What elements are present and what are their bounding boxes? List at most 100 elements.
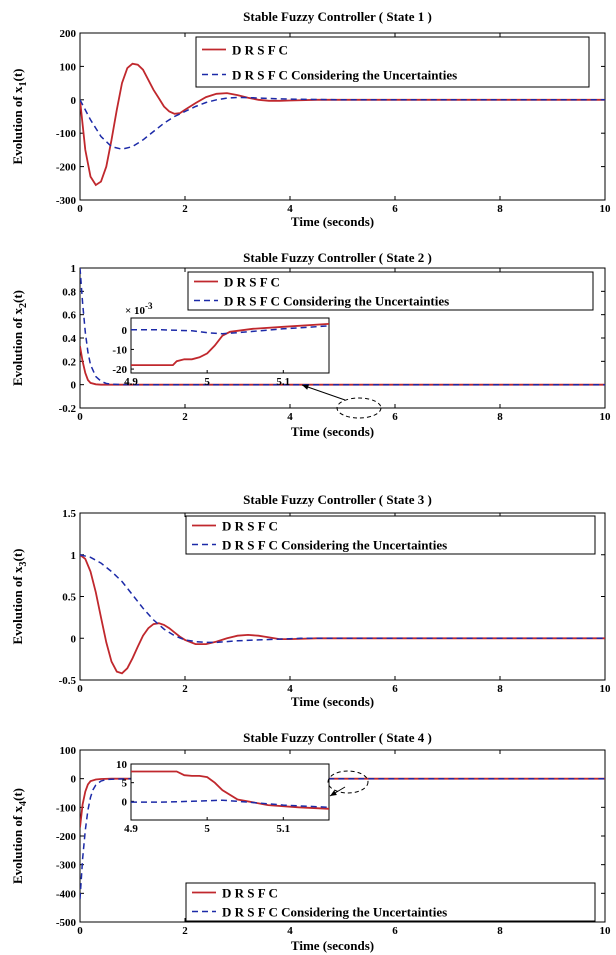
x-tick-label: 4 (287, 203, 293, 215)
y-tick-label: 0.2 (62, 356, 76, 368)
legend-box (187, 271, 594, 311)
y-tick-label: 200 (60, 28, 77, 40)
legend-label-1: D R S F C (224, 275, 280, 290)
y-tick-label: -100 (56, 802, 77, 814)
y-axis-label-main: Evolution of x (10, 805, 25, 884)
inset-series-line-2 (131, 799, 329, 809)
series-line-1 (80, 554, 605, 675)
chart-title: Stable Fuzzy Controller ( State 3 ) (243, 492, 432, 507)
y-axis-label: Evolution of x2(t) (10, 290, 29, 386)
x-tick-label: 2 (182, 925, 188, 937)
legend-label-1: D R S F C (222, 886, 278, 901)
x-axis-label: Time (seconds) (291, 214, 374, 229)
inset-x-tick-label: 5.1 (276, 376, 290, 388)
x-tick-label: 8 (497, 203, 503, 215)
inset-x-tick-label: 5.1 (276, 823, 290, 835)
zoom-callout-ellipse (327, 770, 369, 794)
y-tick-label: 0 (71, 95, 77, 107)
y-tick-label: 0.6 (62, 310, 76, 322)
y-axis-label-suffix: (t) (10, 68, 25, 81)
y-axis-label: Evolution of x3(t) (10, 548, 29, 644)
inset-y-tick-label: -20 (112, 364, 127, 376)
x-tick-label: 6 (392, 925, 398, 937)
legend-label-2: D R S F C Considering the Uncertainties (224, 294, 449, 309)
x-axis-label: Time (seconds) (291, 424, 374, 439)
y-tick-label: -200 (56, 162, 77, 174)
y-tick-label: 0 (71, 633, 77, 645)
zoom-callout-arrow (301, 384, 346, 401)
y-tick-label: -200 (56, 831, 77, 843)
x-tick-label: 0 (77, 203, 83, 215)
chart-title: Stable Fuzzy Controller ( State 1 ) (243, 9, 432, 24)
inset-x-tick-label: 5 (204, 823, 210, 835)
x-tick-label: 2 (182, 683, 188, 695)
zoom-callout-ellipse (336, 397, 382, 419)
x-tick-label: 10 (600, 203, 612, 215)
x-tick-label: 4 (287, 925, 293, 937)
inset-y-tick-label: -10 (112, 344, 127, 356)
y-tick-label: 100 (60, 745, 77, 757)
inset-exponent-power: -3 (145, 301, 153, 311)
y-tick-label: 1 (71, 550, 77, 562)
plot-frame (79, 32, 606, 201)
y-axis-label-suffix: (t) (10, 548, 25, 561)
y-axis-label: Evolution of x4(t) (10, 788, 29, 884)
series-line-2 (80, 96, 605, 150)
series-line-2 (80, 554, 605, 644)
y-tick-label: -400 (56, 888, 77, 900)
x-tick-label: 8 (497, 925, 503, 937)
legend-box (195, 36, 590, 88)
chart-title: Stable Fuzzy Controller ( State 4 ) (243, 730, 432, 745)
legend-box (185, 515, 596, 555)
x-axis-label: Time (seconds) (291, 694, 374, 709)
legend-label-2: D R S F C Considering the Uncertainties (232, 68, 457, 83)
y-axis-label-suffix: (t) (10, 788, 25, 801)
chart-panel-1: 0 2 4 6 8 10 -300 -200 -100 0 100 200 Stable Fuzzy C… (10, 9, 611, 229)
inset-x-tick-label: 5 (204, 376, 210, 388)
x-tick-label: 0 (77, 683, 83, 695)
inset-series-line-2 (131, 325, 329, 335)
inset-series-line-1 (131, 323, 329, 367)
y-tick-label: 0.8 (62, 286, 76, 298)
y-tick-label: 100 (60, 61, 77, 73)
x-tick-label: 2 (182, 203, 188, 215)
y-axis-label-main: Evolution of x (10, 307, 25, 386)
x-tick-label: 0 (77, 925, 83, 937)
series-line-1 (80, 777, 605, 828)
y-axis-label-subscript: 3 (18, 561, 29, 566)
legend-label-1: D R S F C (222, 519, 278, 534)
legend: D R S F C D R S F C Considering the Uncer… (185, 882, 596, 922)
series-line-2 (80, 777, 605, 900)
legend: D R S F C D R S F C Considering the Uncer… (195, 36, 590, 88)
inset-y-tick-label: 10 (116, 759, 128, 771)
legend: D R S F C D R S F C Considering the Uncer… (185, 515, 596, 555)
x-axis-label: Time (seconds) (291, 938, 374, 953)
legend-box (185, 882, 596, 922)
y-tick-label: -500 (56, 917, 77, 929)
y-axis-label-subscript: 4 (18, 801, 29, 806)
x-tick-label: 2 (182, 411, 188, 423)
inset-x-tick-label: 4.9 (124, 823, 138, 835)
y-tick-label: 0 (71, 380, 77, 392)
x-tick-label: 6 (392, 203, 398, 215)
legend-label-2: D R S F C Considering the Uncertainties (222, 538, 447, 553)
y-tick-label: 0.5 (62, 592, 76, 604)
x-tick-label: 0 (77, 411, 83, 423)
inset-exponent-base: × 10 (125, 305, 146, 317)
y-axis-label-main: Evolution of x (10, 86, 25, 165)
inset-y-tick-label: 0 (122, 796, 128, 808)
x-tick-label: 6 (392, 411, 398, 423)
inset-exponent-label: × 10-3 (125, 301, 153, 317)
x-tick-label: 10 (600, 683, 612, 695)
inset-plot: 4.9 5 5.1 -20 -10 0 × 10-3 (112, 301, 382, 419)
inset-y-tick-label: 5 (122, 778, 128, 790)
legend-label-2: D R S F C Considering the Uncertainties (222, 905, 447, 920)
y-tick-label: 1 (71, 263, 77, 275)
x-tick-label: 8 (497, 683, 503, 695)
legend-label-1: D R S F C (232, 43, 288, 58)
legend: D R S F C D R S F C Considering the Uncer… (187, 271, 594, 311)
y-tick-label: -0.2 (59, 403, 77, 415)
